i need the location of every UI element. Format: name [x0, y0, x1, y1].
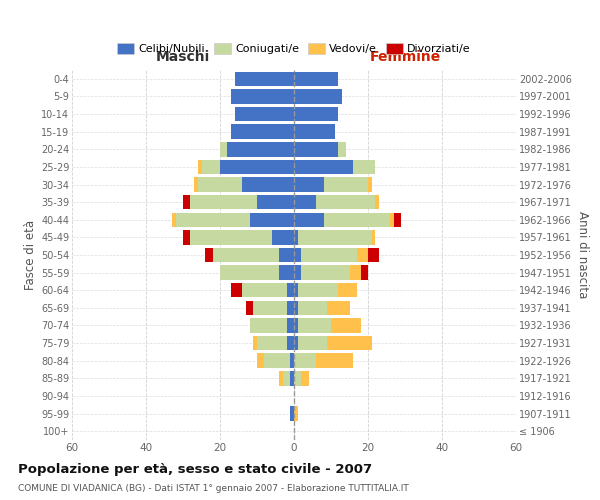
Text: Popolazione per età, sesso e stato civile - 2007: Popolazione per età, sesso e stato civil… — [18, 462, 372, 475]
Bar — [372, 230, 376, 244]
Bar — [298, 318, 331, 332]
Bar — [294, 72, 338, 86]
Bar — [253, 300, 287, 315]
Bar — [172, 212, 176, 227]
Bar — [328, 300, 349, 315]
Bar — [290, 406, 294, 421]
Bar — [323, 178, 368, 192]
Bar — [231, 283, 242, 298]
Bar — [257, 354, 265, 368]
Text: COMUNE DI VIADANICA (BG) - Dati ISTAT 1° gennaio 2007 - Elaborazione TUTTITALIA.: COMUNE DI VIADANICA (BG) - Dati ISTAT 1°… — [18, 484, 409, 493]
Bar — [190, 230, 272, 244]
Bar — [227, 142, 294, 156]
Bar — [287, 336, 294, 350]
Bar — [323, 212, 390, 227]
Bar — [376, 195, 379, 210]
Bar — [257, 336, 287, 350]
Bar — [202, 160, 220, 174]
Bar — [220, 266, 279, 280]
Bar — [294, 318, 298, 332]
Bar — [242, 178, 294, 192]
Bar — [220, 160, 294, 174]
Bar — [231, 89, 294, 104]
Bar — [294, 212, 323, 227]
Bar — [246, 300, 253, 315]
Bar — [361, 266, 368, 280]
Bar — [301, 371, 309, 386]
Bar — [287, 300, 294, 315]
Bar — [298, 230, 372, 244]
Bar — [294, 371, 301, 386]
Bar — [183, 230, 190, 244]
Bar — [290, 371, 294, 386]
Bar — [298, 336, 328, 350]
Bar — [349, 266, 361, 280]
Bar — [294, 195, 316, 210]
Bar — [294, 336, 298, 350]
Bar — [294, 89, 342, 104]
Bar — [253, 336, 257, 350]
Bar — [390, 212, 394, 227]
Bar — [301, 248, 357, 262]
Bar — [294, 300, 298, 315]
Bar — [235, 107, 294, 122]
Bar — [338, 142, 346, 156]
Bar — [231, 124, 294, 139]
Bar — [294, 107, 338, 122]
Bar — [328, 336, 372, 350]
Bar — [272, 230, 294, 244]
Y-axis label: Fasce di età: Fasce di età — [23, 220, 37, 290]
Bar — [205, 248, 212, 262]
Bar — [265, 354, 290, 368]
Bar — [298, 283, 338, 298]
Bar — [353, 160, 376, 174]
Bar — [279, 371, 283, 386]
Bar — [212, 248, 279, 262]
Bar — [294, 178, 323, 192]
Y-axis label: Anni di nascita: Anni di nascita — [576, 212, 589, 298]
Bar — [294, 160, 353, 174]
Bar — [368, 248, 379, 262]
Bar — [198, 160, 202, 174]
Bar — [257, 195, 294, 210]
Bar — [338, 283, 357, 298]
Bar — [294, 142, 338, 156]
Bar — [331, 318, 361, 332]
Bar — [279, 248, 294, 262]
Bar — [235, 72, 294, 86]
Bar — [287, 318, 294, 332]
Bar — [357, 248, 368, 262]
Bar — [294, 354, 316, 368]
Bar — [294, 248, 301, 262]
Bar — [242, 283, 287, 298]
Bar — [394, 212, 401, 227]
Bar — [294, 124, 335, 139]
Bar — [290, 354, 294, 368]
Bar — [279, 266, 294, 280]
Bar — [316, 354, 353, 368]
Text: Femmine: Femmine — [370, 50, 440, 64]
Bar — [194, 178, 198, 192]
Text: Maschi: Maschi — [156, 50, 210, 64]
Bar — [294, 406, 298, 421]
Bar — [294, 230, 298, 244]
Bar — [198, 178, 242, 192]
Bar — [250, 212, 294, 227]
Bar — [294, 283, 298, 298]
Bar — [220, 142, 227, 156]
Legend: Celibi/Nubili, Coniugati/e, Vedovi/e, Divorziati/e: Celibi/Nubili, Coniugati/e, Vedovi/e, Di… — [113, 38, 475, 58]
Bar — [283, 371, 290, 386]
Bar — [183, 195, 190, 210]
Bar — [190, 195, 257, 210]
Bar — [368, 178, 372, 192]
Bar — [250, 318, 287, 332]
Bar — [176, 212, 250, 227]
Bar — [298, 300, 328, 315]
Bar — [301, 266, 349, 280]
Bar — [287, 283, 294, 298]
Bar — [316, 195, 376, 210]
Bar — [294, 266, 301, 280]
